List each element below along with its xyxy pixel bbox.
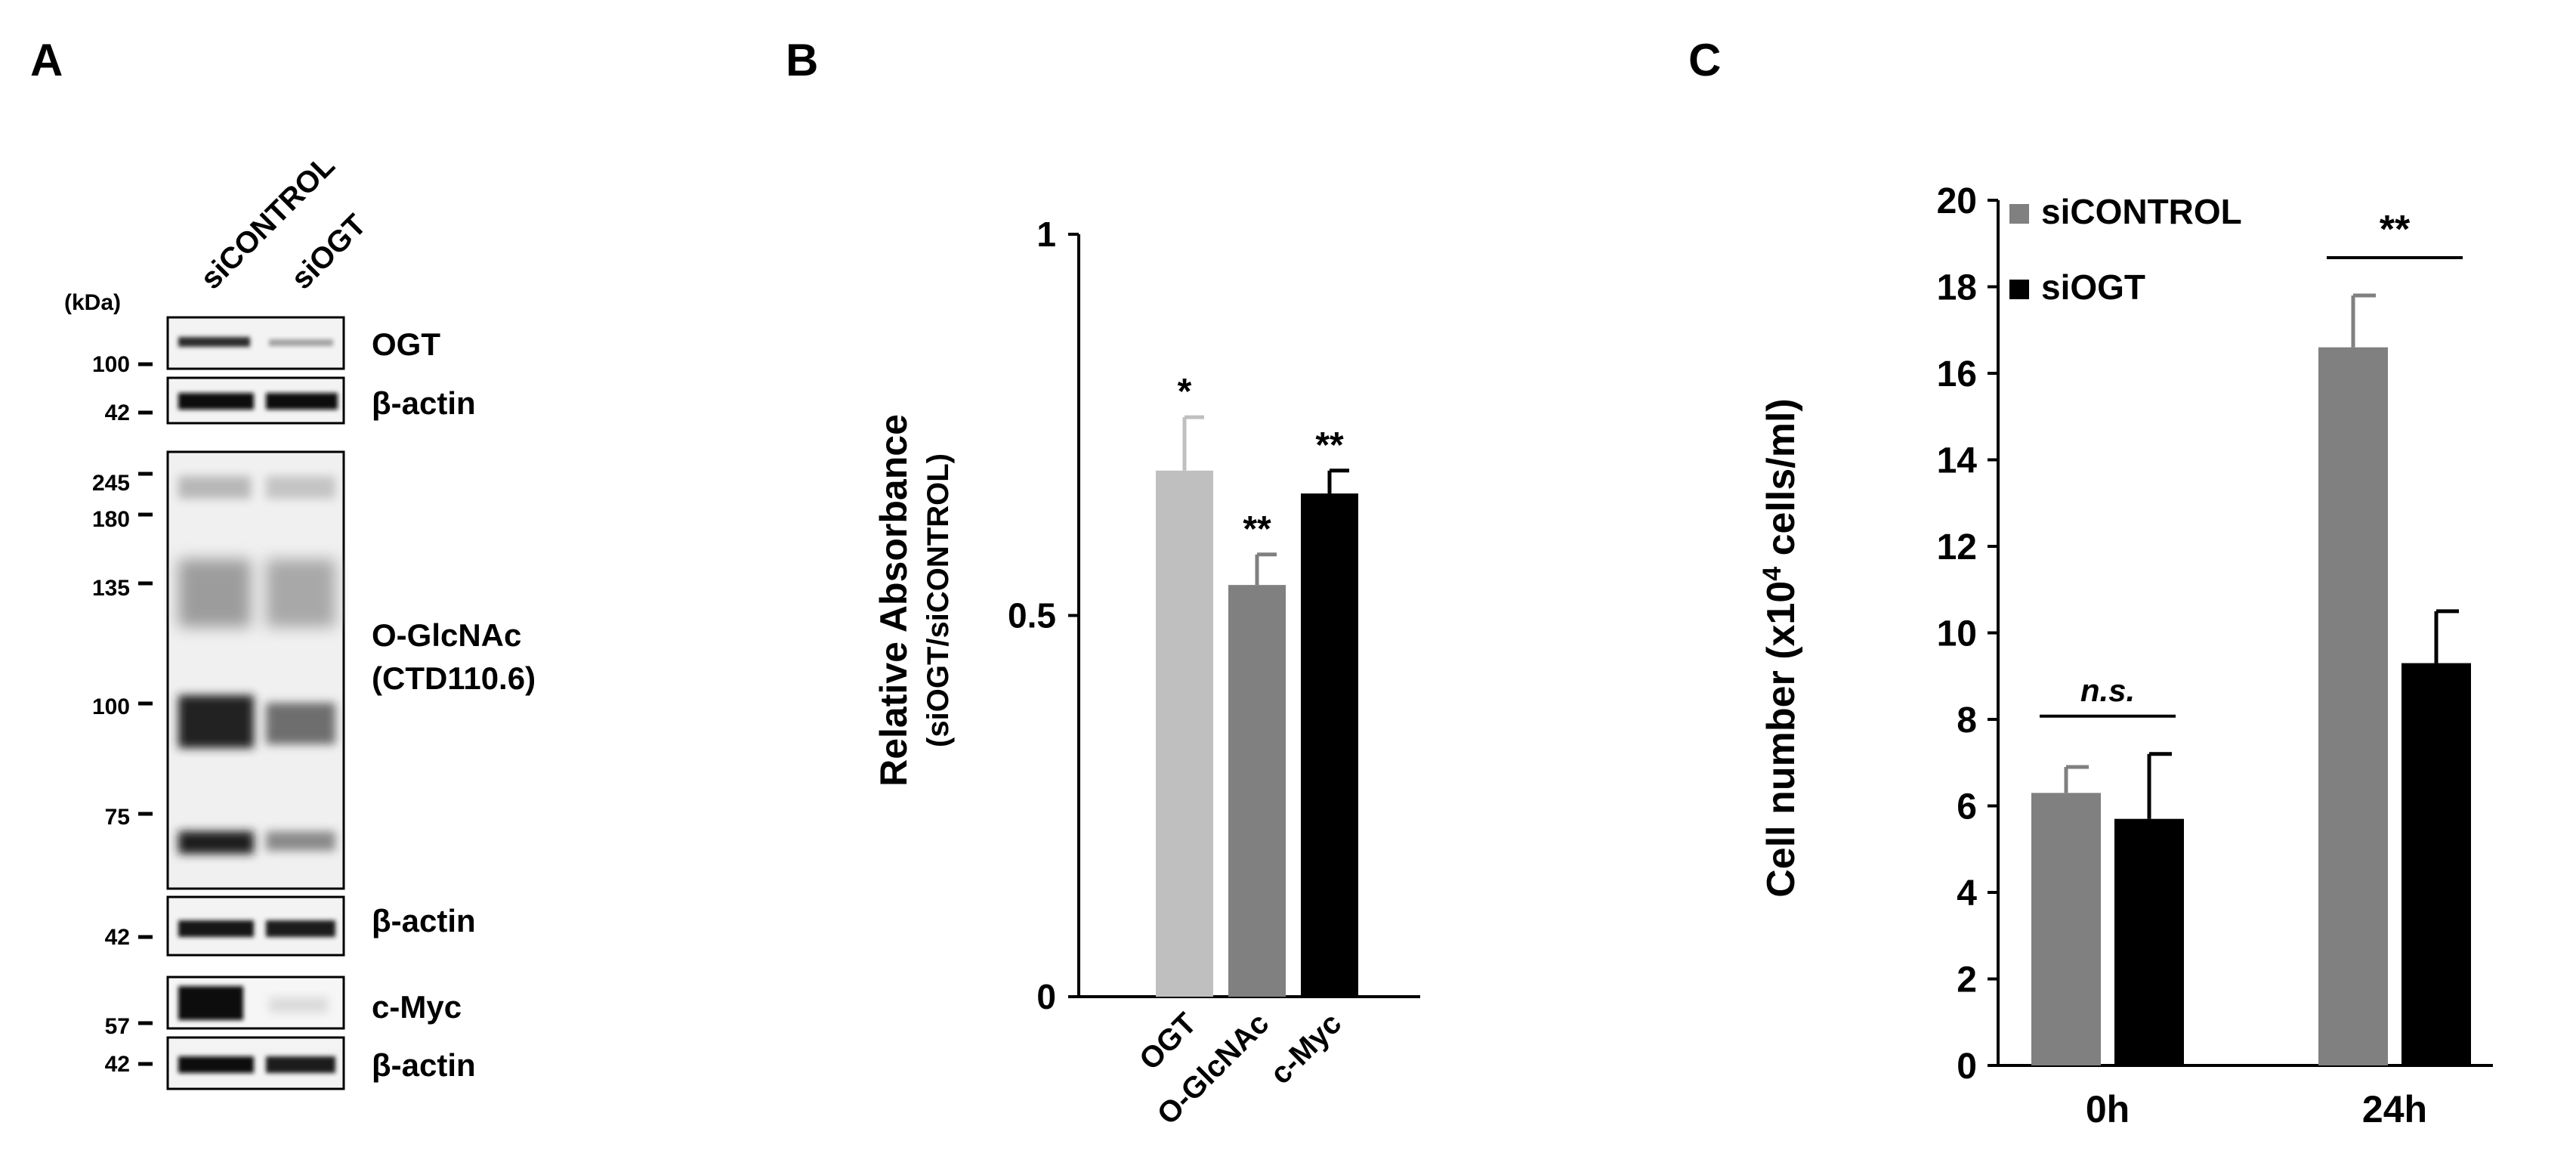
y-axis-label: Relative Absorbance xyxy=(873,414,915,787)
chart-b: 0 0.5 1 Relative Absorbance (siOGT/siCONTROL… xyxy=(873,215,1420,1131)
panel-letter-c: C xyxy=(1688,35,1721,85)
marker-ogt-100: 100 xyxy=(92,352,130,377)
y-axis-label-tail: cells/ml) xyxy=(1759,398,1803,567)
legend-swatch-siogt xyxy=(2009,280,2029,299)
marker-oglcnac-135: 135 xyxy=(92,576,130,601)
bar-sicontrol-24h xyxy=(2318,347,2388,1065)
blot-ogt: 100 OGT xyxy=(92,316,440,377)
band-ogt-sicontrol xyxy=(178,337,250,347)
bar-siogt-0h xyxy=(2114,818,2184,1065)
blot-cmyc: 57 c-Myc xyxy=(105,976,462,1039)
y-tick-label: 20 xyxy=(1937,181,1977,221)
panel-letter-b: B xyxy=(786,35,818,85)
band-label-actin-3: β-actin xyxy=(372,1047,476,1083)
band-label-actin-1: β-actin xyxy=(372,385,476,421)
band-label-oglcnac-antibody: (CTD110.6) xyxy=(372,660,536,696)
lane-label-siogt: siOGT xyxy=(285,208,372,295)
blot-actin-3: 42 β-actin xyxy=(105,1036,476,1090)
bar-c-myc xyxy=(1301,493,1358,997)
y-axis-label-sub: (siOGT/siCONTROL) xyxy=(922,453,955,747)
significance-mark: ** xyxy=(2380,208,2411,252)
y-tick-label: 4 xyxy=(1957,874,1977,914)
y-tick-label: 0 xyxy=(1036,977,1056,1016)
legend-label-sicontrol: siCONTROL xyxy=(2041,192,2242,231)
y-tick-label: 14 xyxy=(1937,441,1978,481)
band-label-cmyc: c-Myc xyxy=(372,989,462,1025)
y-tick-label: 0 xyxy=(1957,1047,1977,1087)
y-tick-label: 0.5 xyxy=(1008,596,1056,635)
significance-mark: ** xyxy=(1315,425,1344,465)
y-tick-label: 10 xyxy=(1937,614,1977,654)
bar-siogt-24h xyxy=(2401,663,2471,1065)
marker-oglcnac-100: 100 xyxy=(92,694,130,719)
legend-swatch-sicontrol xyxy=(2009,204,2029,224)
y-tick-label: 8 xyxy=(1957,700,1977,741)
bar-o-glcnac xyxy=(1228,585,1286,997)
x-tick-label: 24h xyxy=(2362,1088,2427,1130)
western-blot-panel: siCONTROL siOGT (kDa) 100 OGT 42 β-actin xyxy=(64,149,536,1090)
bar-ogt xyxy=(1156,470,1213,997)
blot-actin-2: 42 β-actin xyxy=(105,895,476,957)
marker-oglcnac-245: 245 xyxy=(92,471,130,496)
y-axis-label-main: Cell number (x10 xyxy=(1759,581,1803,898)
band-ogt-siogt xyxy=(269,339,333,346)
marker-oglcnac-75: 75 xyxy=(105,805,130,830)
y-tick-label: 16 xyxy=(1937,354,1977,394)
y-tick-label: 12 xyxy=(1937,527,1977,567)
x-tick-label: c-Myc xyxy=(1264,1007,1348,1090)
blot-actin-1: 42 β-actin xyxy=(105,376,476,425)
band-label-actin-2: β-actin xyxy=(372,903,476,939)
blot-oglcnac: 245 180 135 100 75 O-GlcNAc (CTD110.6) xyxy=(92,450,536,890)
y-tick-label: 1 xyxy=(1036,215,1056,254)
kda-label: (kDa) xyxy=(64,290,121,315)
significance-mark: n.s. xyxy=(2080,673,2135,708)
y-tick-label: 2 xyxy=(1957,960,1977,1000)
marker-actin1-42: 42 xyxy=(105,400,130,425)
y-axis-label-exponent: 4 xyxy=(1758,567,1787,581)
significance-mark: ** xyxy=(1243,509,1271,549)
legend-label-siogt: siOGT xyxy=(2041,267,2145,307)
marker-actin2-42: 42 xyxy=(105,925,130,950)
y-tick-label: 18 xyxy=(1937,268,1977,308)
x-tick-label: 0h xyxy=(2086,1088,2130,1130)
band-label-oglcnac: O-GlcNAc xyxy=(372,617,521,653)
band-label-ogt: OGT xyxy=(372,326,440,362)
marker-oglcnac-180: 180 xyxy=(92,507,130,532)
bar-sicontrol-0h xyxy=(2031,793,2101,1065)
y-axis-label: Cell number (x104 cells/ml) xyxy=(1758,398,1803,898)
significance-mark: * xyxy=(1178,372,1192,412)
marker-cmyc-57: 57 xyxy=(105,1014,130,1039)
panel-letter-a: A xyxy=(30,35,63,85)
marker-actin3-42: 42 xyxy=(105,1052,130,1077)
y-tick-label: 6 xyxy=(1957,787,1977,827)
